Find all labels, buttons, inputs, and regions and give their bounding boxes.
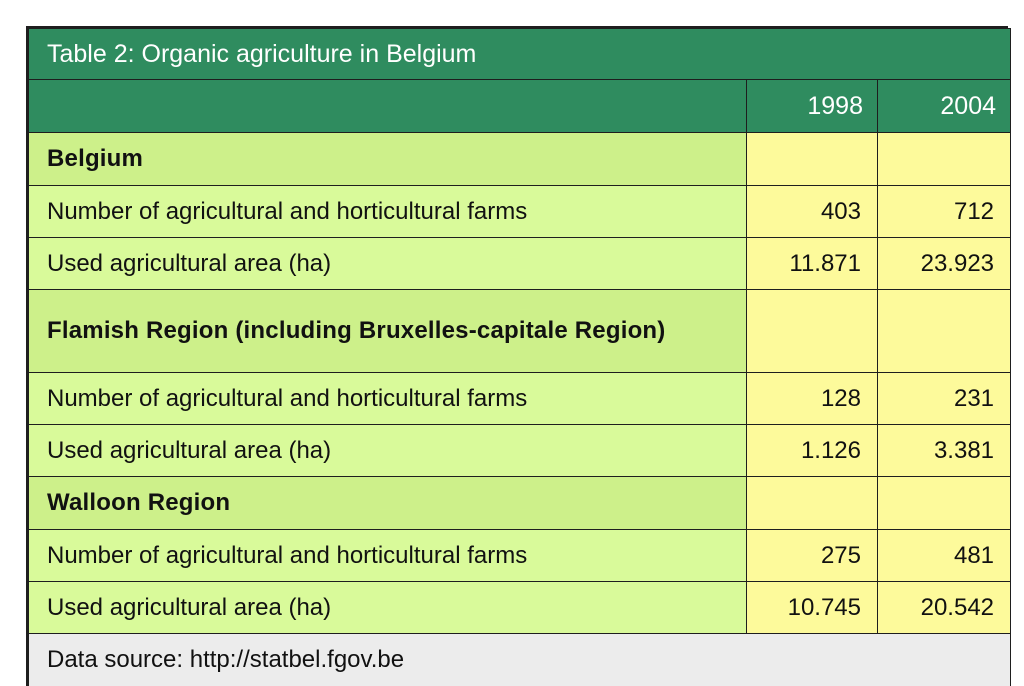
value-1998: 11.871 — [746, 237, 878, 290]
table-title: Table 2: Organic agriculture in Belgium — [27, 28, 1012, 80]
table-row: Number of agricultural and horticultural… — [28, 185, 1012, 238]
row-label: Number of agricultural and horticultural… — [28, 372, 747, 425]
section-empty-cell — [876, 132, 1012, 186]
section-heading: Belgium — [28, 132, 747, 186]
section-empty-cell — [746, 289, 878, 373]
column-header-row: 1998 2004 — [28, 79, 1012, 133]
value-2004: 231 — [876, 372, 1012, 425]
section-row-belgium: Belgium — [28, 132, 1012, 186]
data-source-note: Data source: http://statbel.fgov.be — [27, 633, 1012, 686]
source-footer-row: Data source: http://statbel.fgov.be — [27, 633, 1012, 686]
row-label: Used agricultural area (ha) — [28, 237, 747, 290]
value-2004: 712 — [876, 185, 1012, 238]
value-1998: 403 — [746, 185, 878, 238]
table-row: Used agricultural area (ha) 1.126 3.381 — [28, 424, 1012, 477]
organic-agriculture-table: Table 2: Organic agriculture in Belgium … — [27, 28, 1012, 686]
value-1998: 10.745 — [746, 581, 878, 634]
value-2004: 20.542 — [876, 581, 1012, 634]
table-row: Used agricultural area (ha) 11.871 23.92… — [28, 237, 1012, 290]
value-2004: 3.381 — [876, 424, 1012, 477]
column-header-1998: 1998 — [746, 79, 878, 133]
value-1998: 275 — [746, 529, 878, 582]
column-header-label — [28, 79, 747, 133]
section-empty-cell — [876, 476, 1012, 530]
section-empty-cell — [746, 476, 878, 530]
table-row: Number of agricultural and horticultural… — [28, 529, 1012, 582]
value-1998: 128 — [746, 372, 878, 425]
section-empty-cell — [876, 289, 1012, 373]
table-row: Used agricultural area (ha) 10.745 20.54… — [28, 581, 1012, 634]
row-label: Used agricultural area (ha) — [28, 581, 747, 634]
table-row: Number of agricultural and horticultural… — [28, 372, 1012, 425]
table-title-row: Table 2: Organic agriculture in Belgium — [27, 28, 1012, 80]
section-row-flamish-region: Flamish Region (including Bruxelles-capi… — [28, 289, 1012, 373]
value-2004: 23.923 — [876, 237, 1012, 290]
section-empty-cell — [746, 132, 878, 186]
section-heading: Walloon Region — [28, 476, 747, 530]
row-label: Used agricultural area (ha) — [28, 424, 747, 477]
column-header-2004: 2004 — [876, 79, 1012, 133]
data-table-frame: Table 2: Organic agriculture in Belgium … — [26, 26, 1012, 686]
row-label: Number of agricultural and horticultural… — [28, 529, 747, 582]
section-heading: Flamish Region (including Bruxelles-capi… — [28, 289, 747, 373]
row-label: Number of agricultural and horticultural… — [28, 185, 747, 238]
value-1998: 1.126 — [746, 424, 878, 477]
section-row-walloon-region: Walloon Region — [28, 476, 1012, 530]
value-2004: 481 — [876, 529, 1012, 582]
